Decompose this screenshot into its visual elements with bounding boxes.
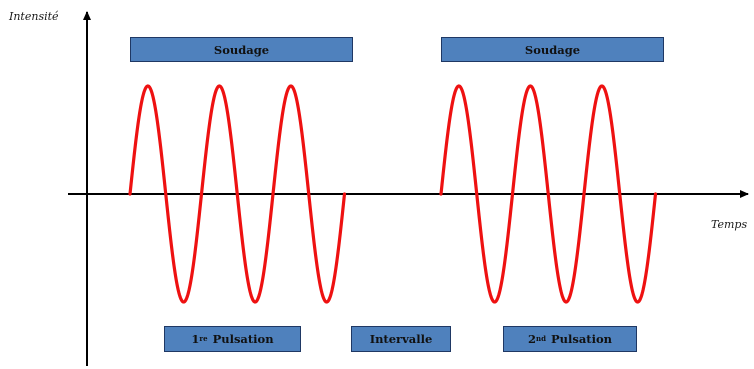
first-pulse-number: 1 xyxy=(191,332,200,346)
first-pulse-label: 1 re Pulsation xyxy=(164,326,301,352)
second-pulse-word: Pulsation xyxy=(546,332,613,346)
interval-label: Intervalle xyxy=(351,326,451,352)
welding-phase-1-text: Soudage xyxy=(213,42,270,57)
first-pulse-word: Pulsation xyxy=(208,332,274,346)
x-axis-label: Temps xyxy=(711,218,747,231)
second-pulse-number: 2 xyxy=(527,332,536,346)
interval-text: Intervalle xyxy=(369,332,433,346)
welding-phase-2-label: Soudage xyxy=(441,37,664,62)
welding-phase-1-label: Soudage xyxy=(130,37,353,62)
welding-pulse-2-wave xyxy=(439,84,658,304)
welding-phase-2-text: Soudage xyxy=(524,42,581,57)
welding-pulse-1-wave xyxy=(128,84,347,304)
y-axis-label: Intensité xyxy=(8,10,59,23)
